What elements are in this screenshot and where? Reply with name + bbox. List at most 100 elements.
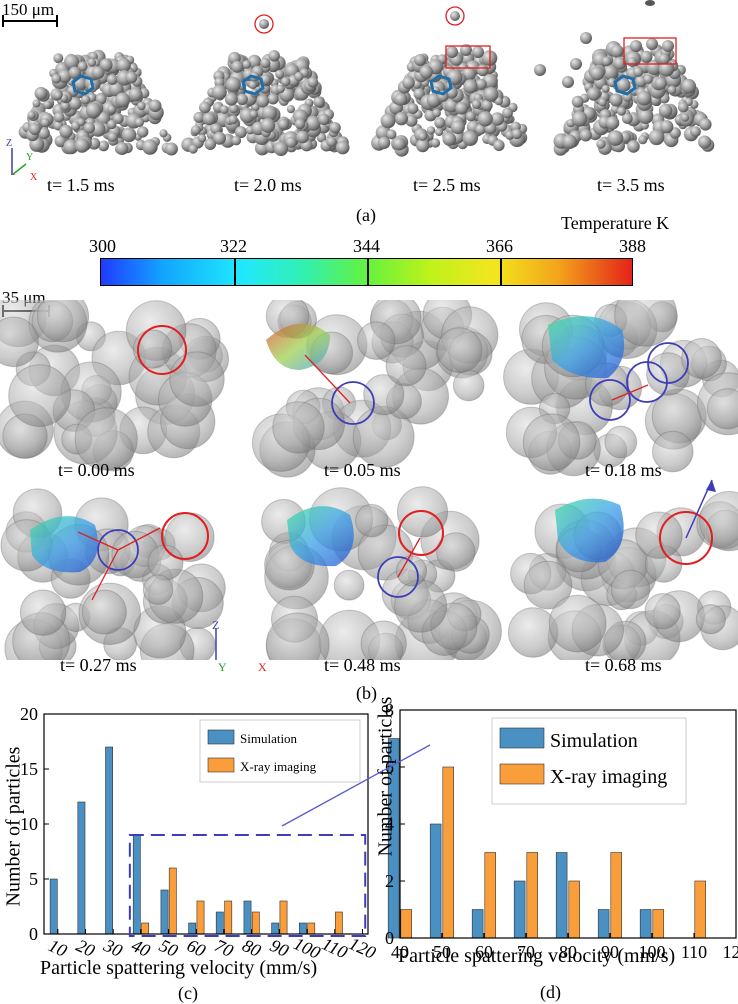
- powder-particle: [419, 65, 433, 79]
- legend-swatch: [207, 757, 235, 773]
- spatter-particle: [662, 40, 674, 52]
- powder-particle: [523, 560, 573, 610]
- bar-xray-90: [610, 852, 623, 939]
- powder-particle: [385, 345, 427, 387]
- powder-particle: [571, 111, 588, 127]
- powder-particle: [137, 101, 146, 111]
- bar-simulation-90: [271, 922, 280, 935]
- powder-particle: [112, 113, 124, 124]
- powder-particle: [442, 132, 457, 146]
- powder-particle: [108, 81, 124, 97]
- powder-particle: [602, 64, 619, 81]
- bar-xray-80: [568, 880, 581, 939]
- x-tick-label: 120: [723, 942, 738, 962]
- bar-simulation-60: [471, 909, 484, 939]
- powder-particle: [261, 105, 278, 121]
- powder-particle: [59, 124, 73, 139]
- zoom-connector: [281, 744, 431, 827]
- powder-particle: [68, 97, 82, 110]
- powder-particle: [695, 604, 727, 635]
- powder-particle: [98, 140, 109, 152]
- powder-particle: [617, 106, 626, 116]
- powder-particle: [115, 142, 129, 155]
- powder-particle: [644, 593, 681, 630]
- powder-particle: [596, 139, 606, 149]
- powder-particle: [276, 84, 285, 94]
- colorbar-tick-366: 366: [486, 236, 513, 256]
- powder-particle: [202, 112, 216, 126]
- powder-particle: [610, 569, 651, 610]
- powder-particle: [660, 120, 674, 134]
- powder-particle: [490, 112, 505, 126]
- powder-particle: [601, 56, 612, 67]
- powder-particle: [522, 413, 581, 472]
- powder-particle: [36, 300, 90, 343]
- spatter-particle: [446, 46, 458, 58]
- time-label-b1: t= 0.00 ms: [58, 460, 135, 480]
- powder-particle: [450, 120, 465, 135]
- powder-particle: [53, 53, 64, 64]
- powder-particle: [32, 99, 41, 108]
- powder-particle: [85, 102, 102, 119]
- y-tick-label: 0: [385, 928, 394, 948]
- time-label-b5: t= 0.48 ms: [324, 655, 401, 675]
- bar-simulation-70: [513, 880, 526, 939]
- powder-particle: [242, 60, 252, 69]
- powder-particle: [621, 113, 633, 124]
- legend-swatch: [207, 729, 235, 745]
- powder-particle: [648, 129, 665, 146]
- bar-simulation-50: [429, 823, 442, 939]
- powder-particle: [116, 58, 131, 73]
- powder-particle: [280, 76, 291, 87]
- axis-x-label-b: X: [258, 660, 267, 674]
- bar-simulation-40: [132, 834, 141, 935]
- powder-particle: [471, 99, 482, 110]
- spatter-particle: [472, 46, 484, 58]
- caption-b: (b): [356, 683, 377, 703]
- bar-xray-100: [307, 922, 316, 935]
- powder-particle: [698, 135, 712, 149]
- powder-particle: [211, 84, 227, 100]
- powder-particle: [380, 113, 396, 129]
- powder-particle: [286, 105, 295, 114]
- powder-particle: [220, 105, 229, 114]
- powder-particle: [395, 555, 428, 587]
- legend-label-0: Simulation: [550, 730, 638, 752]
- time-label-b4: t= 0.27 ms: [60, 655, 137, 675]
- powder-particle: [234, 126, 247, 139]
- powder-particle: [394, 111, 409, 126]
- axes-triad-a: [11, 148, 27, 175]
- x-tick-label: 100: [639, 942, 666, 962]
- powder-particle: [27, 111, 36, 120]
- scale-label-a: 150 μm: [2, 0, 55, 19]
- bar-xray-50: [168, 867, 177, 935]
- bar-xray-70: [224, 900, 233, 935]
- powder-particle: [106, 74, 118, 85]
- powder-particle: [432, 108, 441, 118]
- powder-particle: [81, 589, 127, 635]
- powder-particle: [436, 532, 476, 572]
- powder-particle: [699, 118, 712, 131]
- bar-xray-40: [141, 922, 149, 935]
- x-tick-label: 70: [517, 942, 535, 962]
- powder-particle: [667, 85, 677, 95]
- powder-particle: [477, 111, 493, 127]
- powder-particle: [313, 96, 325, 108]
- powder-particle: [463, 79, 478, 94]
- powder-particle: [483, 87, 499, 102]
- powder-particle: [228, 115, 238, 125]
- spatter-marker: [445, 6, 465, 26]
- powder-particle: [249, 110, 258, 119]
- bar-xray-60: [484, 852, 497, 939]
- legend-label-1: X-ray imaging: [550, 766, 667, 788]
- powder-particle: [434, 117, 446, 129]
- powder-particle: [326, 136, 337, 147]
- powder-particle: [605, 116, 620, 130]
- spatter-particle: [414, 54, 426, 66]
- powder-particle: [191, 125, 201, 135]
- powder-particle: [335, 140, 350, 155]
- powder-particle: [64, 54, 80, 70]
- caption-c: (c): [178, 983, 198, 1003]
- x-tick-label: 90: [601, 942, 619, 962]
- spatter-marker: [254, 14, 274, 34]
